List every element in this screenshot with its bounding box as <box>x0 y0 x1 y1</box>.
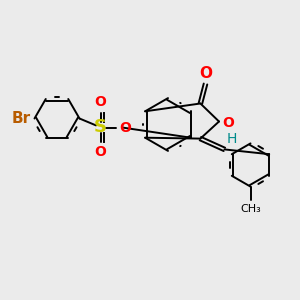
Text: O: O <box>94 146 106 160</box>
Text: O: O <box>94 95 106 110</box>
Text: O: O <box>223 116 235 130</box>
Text: H: H <box>226 132 237 146</box>
Text: O: O <box>119 121 131 134</box>
Text: Br: Br <box>12 111 31 126</box>
Text: CH₃: CH₃ <box>240 204 261 214</box>
Text: S: S <box>94 118 107 136</box>
Text: O: O <box>199 66 212 81</box>
